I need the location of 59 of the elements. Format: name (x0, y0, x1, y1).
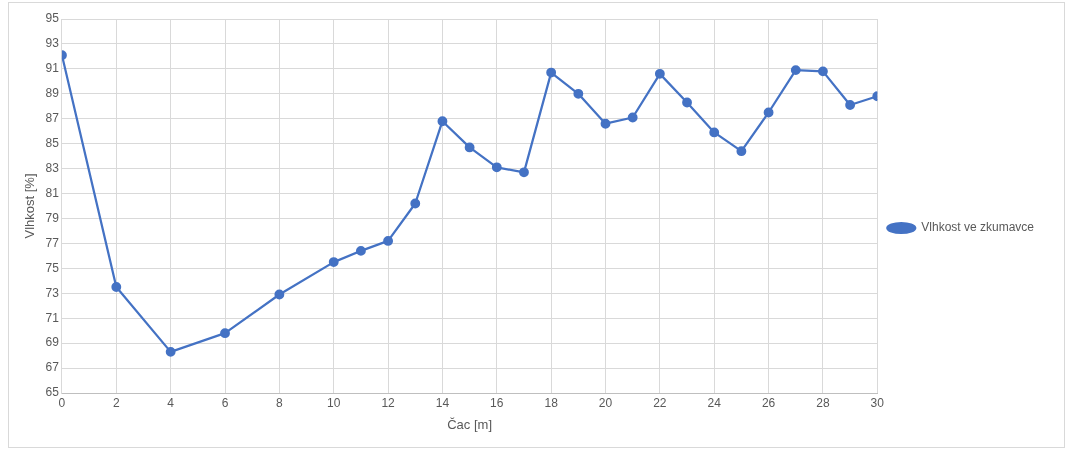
point (437, 116, 448, 127)
point (383, 235, 394, 246)
x-tick-label: 28 (816, 395, 830, 410)
point (682, 97, 692, 108)
point (111, 282, 122, 292)
point (845, 100, 856, 110)
x-tick-label: 6 (221, 395, 229, 410)
x-tick-label: 18 (544, 395, 559, 410)
x-tick-label: 12 (381, 395, 396, 410)
x-tick-label: 22 (653, 395, 667, 410)
point (328, 257, 339, 268)
y-tick-label: 77 (45, 235, 60, 250)
y-tick-label: 89 (45, 86, 60, 101)
x-tick-label: 4 (167, 395, 175, 410)
x-tick-label: 20 (598, 395, 613, 410)
y-tick-label: 79 (45, 210, 60, 225)
point (491, 162, 502, 173)
point (355, 245, 366, 256)
x-tick-label: 10 (327, 395, 341, 410)
y-tick-label: 73 (45, 285, 60, 300)
point (464, 142, 475, 153)
x-tick-label: 14 (435, 395, 450, 410)
y-tick-label: 93 (45, 36, 60, 51)
point (763, 107, 774, 118)
y-tick-label: 85 (45, 135, 60, 150)
y-tick-label: 67 (45, 360, 60, 375)
point (519, 167, 529, 178)
x-tick-label: 30 (870, 395, 885, 410)
point (600, 118, 611, 129)
y-tick-label: 69 (45, 335, 60, 350)
x-tick-label: 26 (761, 395, 776, 410)
point (546, 67, 557, 78)
point (654, 68, 665, 79)
y-tick-label: 83 (45, 160, 60, 175)
y-tick-label: 91 (45, 61, 60, 76)
y-tick-label: 71 (45, 310, 60, 325)
x-axis-title: Čac [m] (447, 416, 493, 432)
x-tick-label: 24 (707, 395, 722, 410)
point (790, 65, 801, 76)
point (165, 346, 176, 357)
x-tick-label: 16 (490, 395, 504, 410)
x-tick-label: 0 (58, 395, 66, 410)
point (573, 88, 584, 99)
point (736, 146, 747, 157)
point (274, 289, 285, 300)
y-tick-label: 75 (45, 260, 60, 275)
point (627, 112, 638, 123)
point (818, 66, 828, 77)
y-axis-title: Vlhkost [%] (22, 173, 38, 239)
legend-label: Vlhkost ve zkumavce (921, 220, 1035, 235)
point (709, 127, 720, 138)
y-tick-label: 65 (45, 385, 60, 400)
point (410, 198, 421, 209)
point (220, 328, 230, 339)
x-tick-label: 2 (112, 395, 120, 410)
y-tick-label: 81 (45, 185, 60, 200)
y-tick-label: 95 (45, 11, 60, 26)
x-tick-label: 8 (276, 395, 284, 410)
y-tick-label: 87 (45, 111, 60, 126)
